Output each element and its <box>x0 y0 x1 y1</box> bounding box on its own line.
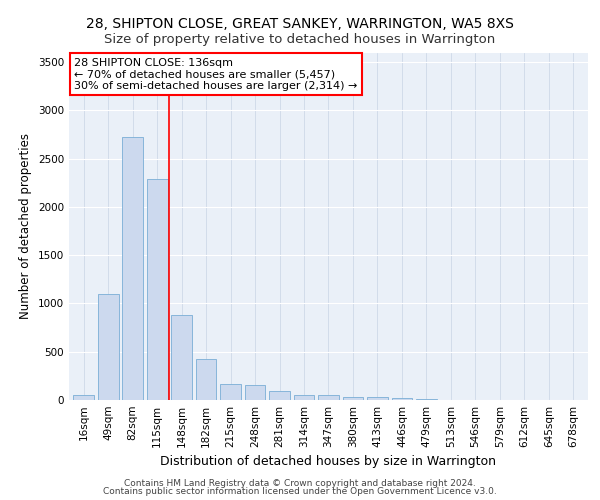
Bar <box>245 384 265 400</box>
Text: Size of property relative to detached houses in Warrington: Size of property relative to detached ho… <box>104 32 496 46</box>
Bar <box>392 398 412 400</box>
Bar <box>343 396 364 400</box>
Text: 28 SHIPTON CLOSE: 136sqm
← 70% of detached houses are smaller (5,457)
30% of sem: 28 SHIPTON CLOSE: 136sqm ← 70% of detach… <box>74 58 358 91</box>
Text: Contains HM Land Registry data © Crown copyright and database right 2024.: Contains HM Land Registry data © Crown c… <box>124 478 476 488</box>
Bar <box>171 315 192 400</box>
Bar <box>220 384 241 400</box>
Bar <box>73 395 94 400</box>
Bar <box>98 294 119 400</box>
Bar <box>122 138 143 400</box>
Text: Contains public sector information licensed under the Open Government Licence v3: Contains public sector information licen… <box>103 487 497 496</box>
Bar <box>318 395 339 400</box>
Bar <box>147 179 167 400</box>
Bar <box>269 392 290 400</box>
Bar <box>367 397 388 400</box>
Text: 28, SHIPTON CLOSE, GREAT SANKEY, WARRINGTON, WA5 8XS: 28, SHIPTON CLOSE, GREAT SANKEY, WARRING… <box>86 18 514 32</box>
Bar <box>196 360 217 400</box>
Bar <box>416 399 437 400</box>
Y-axis label: Number of detached properties: Number of detached properties <box>19 133 32 320</box>
X-axis label: Distribution of detached houses by size in Warrington: Distribution of detached houses by size … <box>161 456 497 468</box>
Bar <box>293 394 314 400</box>
